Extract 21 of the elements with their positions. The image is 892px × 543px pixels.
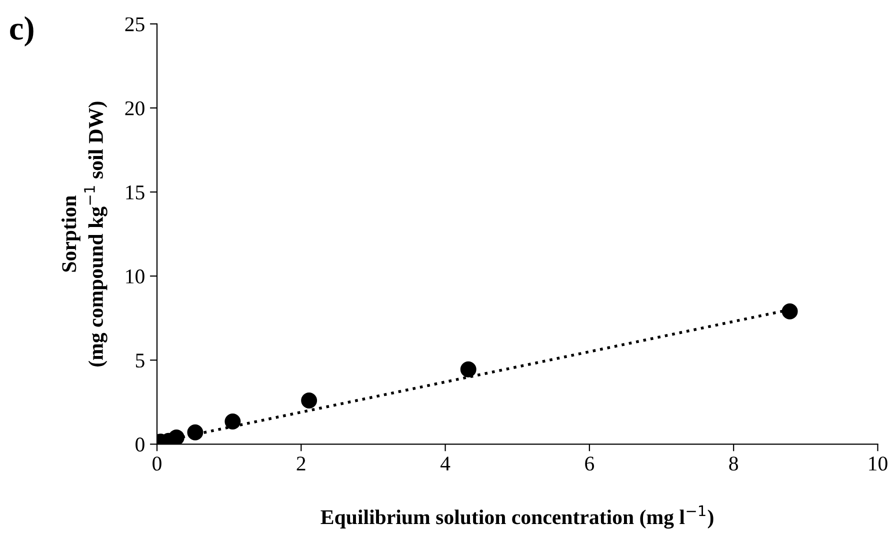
point: [168, 429, 184, 444]
y-tick-label: 10: [126, 269, 144, 284]
x-tick-label: 2: [296, 456, 306, 470]
point: [460, 361, 476, 378]
point: [187, 424, 204, 440]
point: [301, 392, 318, 408]
point: [224, 414, 241, 430]
x-tick-label: 8: [729, 456, 738, 471]
x-tick-label: 10: [869, 456, 888, 471]
x-tick-label: 6: [585, 456, 594, 471]
point: [782, 303, 798, 320]
y-tick-label: 15: [126, 185, 144, 200]
y-tick-label: 0: [136, 438, 144, 452]
y-tick-label: 5: [136, 354, 144, 368]
x-tick-label: 0: [152, 456, 162, 471]
y-tick-label: 25: [125, 17, 144, 32]
x-tick-label: 4: [440, 456, 450, 470]
y-tick-label: 20: [125, 101, 144, 116]
chart-title: c): [10, 16, 34, 47]
x-axis-title: Equilibrium solution concentration (mg l$^{−1}$): [320, 505, 714, 529]
y-axis-title: Sorption (mg compound kg$^{−1}$ soil DW): [62, 102, 108, 366]
